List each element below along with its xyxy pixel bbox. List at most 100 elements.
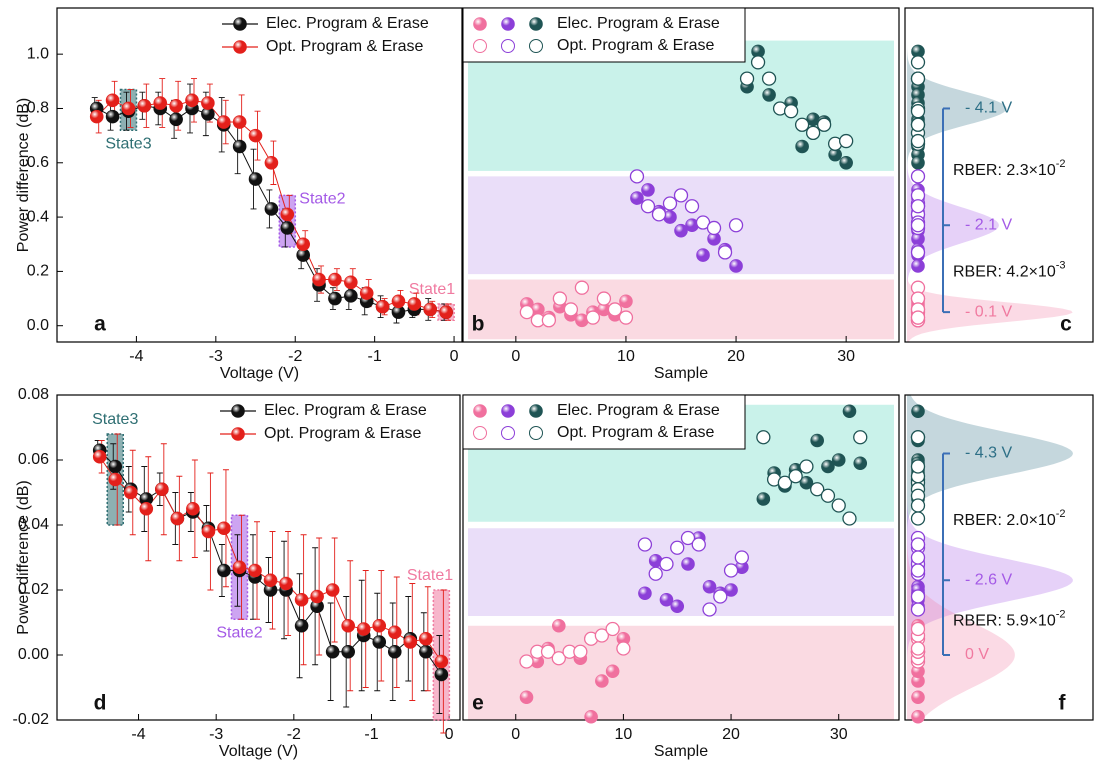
point xyxy=(702,602,717,617)
point xyxy=(750,55,766,70)
point xyxy=(910,169,926,184)
state-label: State3 xyxy=(92,411,138,428)
point xyxy=(563,302,579,317)
rber-label: RBER: 2.0×10-2 xyxy=(953,508,1066,529)
state-band xyxy=(468,625,894,720)
legend-marker xyxy=(473,426,487,440)
point xyxy=(910,430,926,445)
y-tick-label: 0.08 xyxy=(18,386,49,403)
marker xyxy=(169,112,183,127)
x-tick-label: -4 xyxy=(131,726,145,743)
point xyxy=(574,280,590,295)
legend-box xyxy=(462,394,746,450)
point xyxy=(717,245,733,260)
marker xyxy=(217,563,231,578)
point xyxy=(605,664,620,679)
point xyxy=(724,583,738,597)
point xyxy=(659,556,674,572)
point xyxy=(910,55,926,70)
point xyxy=(910,602,926,617)
legend-marker xyxy=(501,426,515,440)
distribution-curve xyxy=(907,395,1015,720)
point xyxy=(910,133,926,149)
point xyxy=(629,169,645,184)
point xyxy=(684,199,700,214)
marker xyxy=(263,573,278,588)
point xyxy=(910,498,926,513)
point xyxy=(551,651,566,666)
legend-box xyxy=(462,7,746,63)
plot-frame xyxy=(56,7,463,343)
point xyxy=(911,709,925,724)
point xyxy=(723,563,739,578)
marker xyxy=(280,221,295,235)
point xyxy=(910,104,926,119)
rber-label: RBER: 2.3×10-2 xyxy=(953,158,1066,179)
point xyxy=(595,674,609,688)
point xyxy=(831,498,846,513)
point xyxy=(756,492,771,506)
point xyxy=(648,566,663,581)
legend-marker xyxy=(473,17,487,31)
point xyxy=(573,644,588,659)
point xyxy=(739,71,755,86)
level-label: - 0.1 V xyxy=(965,303,1012,320)
point xyxy=(820,488,836,503)
marker xyxy=(232,115,247,129)
legend-marker xyxy=(473,39,487,53)
marker xyxy=(372,618,387,633)
marker xyxy=(312,272,326,287)
point xyxy=(910,310,926,325)
point xyxy=(910,511,926,526)
y-axis-label: Power difference (dB) xyxy=(15,98,32,252)
point xyxy=(584,709,598,724)
point xyxy=(728,218,744,233)
series-line xyxy=(99,449,442,675)
point xyxy=(821,459,835,474)
point xyxy=(541,313,557,328)
panel-letter: f xyxy=(1059,692,1067,715)
marker xyxy=(341,618,355,633)
point xyxy=(519,304,535,320)
marker xyxy=(170,511,185,526)
point xyxy=(842,511,857,526)
state-label: State1 xyxy=(409,281,455,298)
marker xyxy=(264,202,279,216)
panel-letter: a xyxy=(94,313,106,336)
distribution-curve xyxy=(907,8,1007,342)
point xyxy=(911,690,925,705)
legend-marker xyxy=(233,40,247,54)
point xyxy=(911,259,925,273)
point xyxy=(910,641,926,656)
rber-text: RBER: 2.3×10 xyxy=(953,162,1056,179)
point xyxy=(910,117,926,132)
marker xyxy=(434,667,449,682)
x-tick-label: -2 xyxy=(287,726,301,743)
x-tick-label: 30 xyxy=(837,348,855,365)
y-tick-label: 0.06 xyxy=(18,451,49,468)
point xyxy=(794,117,810,132)
marker xyxy=(105,109,120,124)
level-label: - 4.1 V xyxy=(965,100,1012,117)
point xyxy=(734,550,749,565)
point xyxy=(911,404,925,419)
point xyxy=(853,456,868,471)
marker xyxy=(185,93,199,108)
legend-marker xyxy=(529,17,543,31)
x-tick-label: 10 xyxy=(617,348,635,365)
x-tick-label: -2 xyxy=(288,348,302,365)
marker xyxy=(186,501,200,516)
x-tick-label: 10 xyxy=(615,726,633,743)
y-tick-label: -0.02 xyxy=(13,711,50,728)
legend-marker xyxy=(231,404,245,418)
x-tick-label: 0 xyxy=(511,726,520,743)
legend-label: Opt. Program & Erase xyxy=(264,425,421,442)
level-label: - 2.1 V xyxy=(965,216,1012,233)
marker xyxy=(217,521,231,536)
marker xyxy=(232,139,247,154)
point xyxy=(799,475,814,490)
marker xyxy=(153,96,168,110)
rber-label: RBER: 4.2×10-3 xyxy=(953,260,1066,281)
marker xyxy=(137,98,152,113)
